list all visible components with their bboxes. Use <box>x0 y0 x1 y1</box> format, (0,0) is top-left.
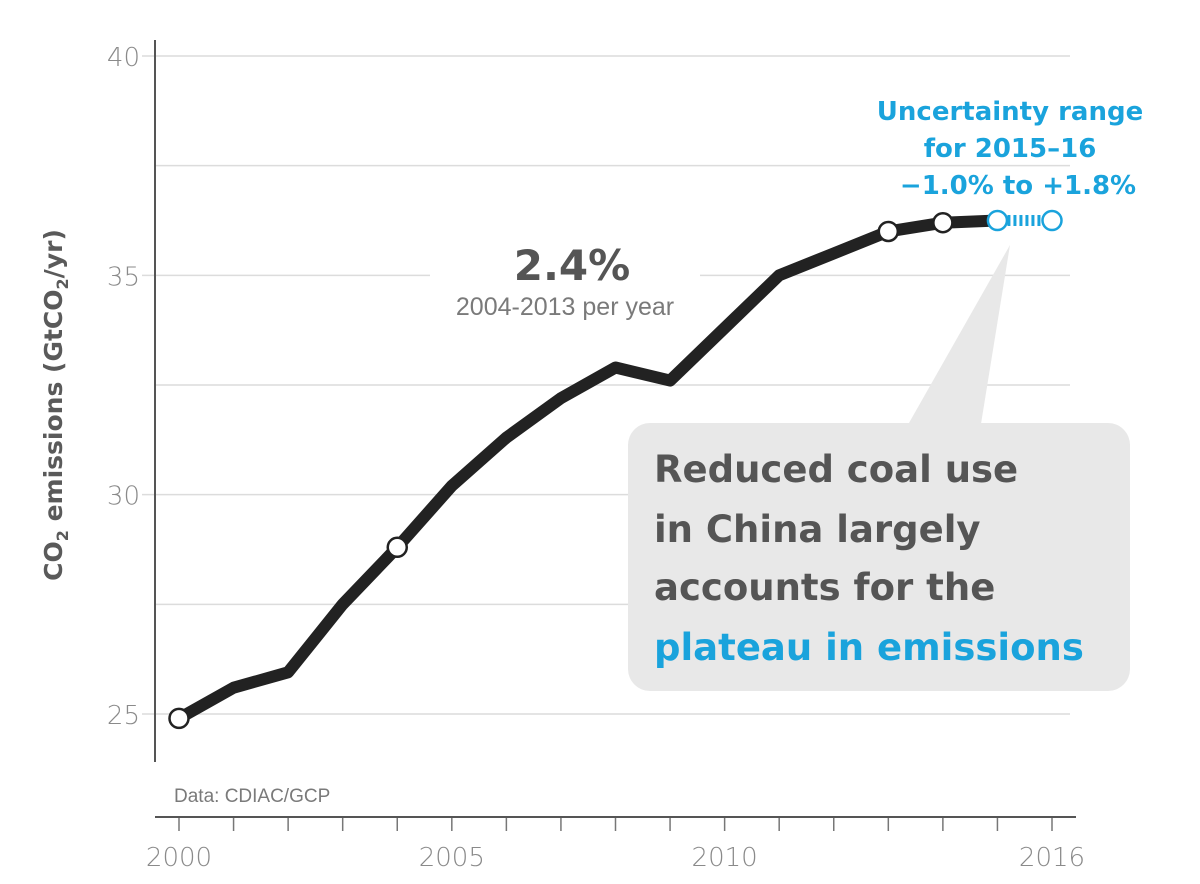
data-markers <box>168 209 1063 730</box>
y-axis-label: CO2 emissions (GtCO2/yr) <box>39 229 72 581</box>
callout-pointer <box>905 245 1010 430</box>
uncertainty-line-3: −1.0% to +1.8% <box>900 171 1136 201</box>
y-tick-label-35: 35 <box>107 262 140 292</box>
marker-2015 <box>986 209 1009 232</box>
y-tick-label-40: 40 <box>107 43 140 73</box>
callout-line-2: in China largely <box>654 508 981 551</box>
x-tick-label-2016: 2016 <box>1019 843 1085 873</box>
y-tick-labels: 25 30 35 40 <box>107 43 140 731</box>
x-tick-label-2010: 2010 <box>692 843 758 873</box>
emissions-series-line <box>173 214 1004 725</box>
marker-2013 <box>877 220 900 243</box>
y-tick-label-25: 25 <box>107 701 140 731</box>
data-source: Data: CDIAC/GCP <box>174 786 330 807</box>
uncertainty-line-1: Uncertainty range <box>877 97 1143 127</box>
x-tick-label-2005: 2005 <box>419 843 485 873</box>
rate-period: 2004-2013 per year <box>456 293 674 321</box>
callout-line-3: accounts for the <box>654 566 995 609</box>
marker-2004 <box>386 536 408 559</box>
callout-box <box>628 423 1130 691</box>
marker-2000 <box>168 707 190 730</box>
x-tick-labels: 2000 2005 2010 2016 <box>146 843 1085 873</box>
y-tick-label-30: 30 <box>107 482 140 512</box>
x-ticks <box>178 817 1053 831</box>
x-tick-label-2000: 2000 <box>146 843 212 873</box>
rate-label-background <box>430 232 700 322</box>
rate-value: 2.4% <box>514 241 630 290</box>
marker-2014 <box>932 211 954 234</box>
callout-highlight: plateau in emissions <box>654 626 1084 669</box>
marker-2016-projection <box>1041 209 1063 232</box>
callout-line-1: Reduced coal use <box>654 448 1018 491</box>
uncertainty-line-2: for 2015–16 <box>924 134 1097 164</box>
